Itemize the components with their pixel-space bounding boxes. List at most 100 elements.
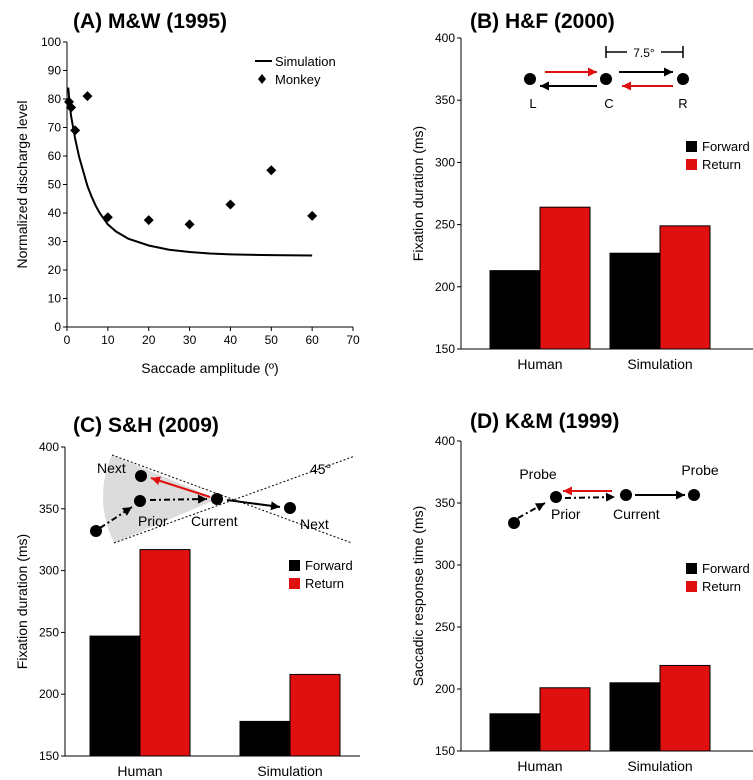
- panel-a-monkey-point: [143, 215, 154, 226]
- panel-a-x-tick-label: 30: [183, 333, 197, 347]
- inset-b-red-arrow-lc-head: [588, 67, 597, 77]
- panel-c-y-tick-label: 350: [39, 502, 59, 516]
- inset-d-dot-start: [508, 517, 520, 529]
- panel-d-y-tick-label: 350: [435, 496, 455, 510]
- panel-a-y-tick-label: 50: [48, 178, 62, 192]
- inset-d-red-arrow-head: [563, 486, 572, 496]
- panel-c-legend-return: Return: [305, 576, 344, 591]
- panel-c-legend-forward-swatch: [289, 560, 300, 571]
- inset-c-dashed-arrow-prior-current-shaft: [149, 498, 208, 501]
- panel-b-bar-return: [539, 206, 591, 350]
- panel-c-category-label: Human: [117, 763, 162, 779]
- panel-b-y-tick-label: 200: [435, 280, 455, 294]
- panel-d-category-label: Human: [517, 758, 562, 774]
- panel-b-y-tick-label: 300: [435, 155, 455, 169]
- inset-c-dashed-arrow-prior-current-head: [197, 494, 207, 504]
- panel-b-bar-return: [659, 225, 711, 350]
- panel-d-y-axis-label: Saccadic response time (ms): [410, 506, 426, 687]
- panel-b-bar-forward: [609, 252, 661, 350]
- panel-b-y-tick-label: 350: [435, 93, 455, 107]
- panel-a-simulation-line: [67, 87, 313, 257]
- panel-d-bar-forward: [609, 682, 661, 752]
- panel-a-y-tick-label: 70: [48, 121, 62, 135]
- panel-d-category-label: Simulation: [627, 758, 692, 774]
- panel-d-legend-forward: Forward: [702, 561, 750, 576]
- panel-a-y-tick-label: 30: [48, 235, 62, 249]
- panel-a-x-tick-label: 50: [265, 333, 279, 347]
- panel-d-chart: (D) K&M (1999) Probe Probe Prior Current 15…: [410, 410, 753, 774]
- panel-c-category-label: Simulation: [257, 763, 322, 779]
- panel-b-chart: (B) H&F (2000) 7.5° L C R 150 200 250 300 350 40…: [410, 10, 753, 372]
- panel-a-legend-diamond-swatch: [258, 74, 266, 84]
- panel-a-x-tick-label: 10: [101, 333, 115, 347]
- inset-c-label-angle: 45°: [310, 461, 331, 477]
- panel-a-x-tick-label: 0: [64, 333, 71, 347]
- panel-b-legend-return-swatch: [686, 159, 697, 170]
- inset-c-red-arrow-head: [151, 476, 161, 486]
- inset-d-dot-current: [620, 489, 632, 501]
- panel-a-y-tick-label: 40: [48, 206, 62, 220]
- inset-b-scale-label-bg: [627, 46, 661, 60]
- inset-d-dashed-arrow-start-prior-shaft: [517, 502, 546, 519]
- panel-a-monkey-point: [225, 199, 236, 210]
- panel-d-title: (D) K&M (1999): [470, 410, 619, 433]
- panel-c-y-tick-label: 200: [39, 687, 59, 701]
- panel-d-inset: Probe Probe Prior Current: [508, 462, 719, 529]
- panel-a-monkey-point: [184, 219, 195, 230]
- panel-b-y-tick-label: 400: [435, 31, 455, 45]
- inset-d-label-probe-left: Probe: [519, 466, 557, 482]
- panel-c-y-tick-label: 250: [39, 625, 59, 639]
- panel-a-x-tick-label: 60: [305, 333, 319, 347]
- inset-c-label-prior: Prior: [138, 513, 168, 529]
- inset-b-label-center: C: [604, 96, 613, 111]
- inset-c-red-arrow-shaft: [150, 477, 211, 498]
- inset-c-dotted-line-1: [111, 454, 353, 544]
- panel-c-y-tick-label: 400: [39, 440, 59, 454]
- inset-d-black-arrow-current-probe-head: [676, 490, 685, 500]
- panel-a-y-tick-label: 60: [48, 149, 62, 163]
- panel-d-legend-forward-swatch: [686, 563, 697, 574]
- panel-c-title: (C) S&H (2009): [73, 414, 219, 437]
- panel-c-bar-return: [289, 673, 341, 757]
- panel-a-y-tick-label: 0: [54, 320, 61, 334]
- inset-c-label-current: Current: [191, 513, 238, 529]
- inset-b-dot-left: [524, 73, 536, 85]
- panel-d-y-tick-label: 200: [435, 682, 455, 696]
- panel-a-monkey-point: [307, 210, 318, 221]
- panel-a-y-axis-label: Normalized discharge level: [14, 100, 30, 268]
- inset-d-label-prior: Prior: [551, 506, 581, 522]
- inset-c-dot-next-right: [284, 502, 296, 514]
- panel-c-y-tick-label: 150: [39, 749, 59, 763]
- panel-b-y-axis-label: Fixation duration (ms): [410, 126, 426, 261]
- panel-a-legend-simulation: Simulation: [275, 54, 336, 69]
- inset-d-label-probe-right: Probe: [681, 462, 719, 478]
- panel-a-y-tick-label: 90: [48, 64, 62, 78]
- inset-d-dashed-arrow-prior-current-head: [605, 492, 615, 502]
- inset-b-dot-center: [600, 73, 612, 85]
- panel-d-y-tick-label: 250: [435, 620, 455, 634]
- inset-b-black-arrow-cr-head: [664, 67, 673, 77]
- inset-b-dot-right: [677, 73, 689, 85]
- panel-a-monkey-point: [70, 125, 81, 136]
- panel-d-y-tick-label: 150: [435, 744, 455, 758]
- panel-a-y-tick-label: 10: [48, 292, 62, 306]
- panel-c-chart: (C) S&H (2009) Next Prior Current Next 45° 1…: [14, 414, 360, 779]
- panel-c-bar-return: [139, 549, 191, 757]
- inset-d-label-current: Current: [613, 506, 660, 522]
- panel-b-category-label: Simulation: [627, 356, 692, 372]
- panel-a-legend-monkey: Monkey: [275, 72, 321, 87]
- panel-a-y-tick-label: 20: [48, 263, 62, 277]
- panel-a-monkey-point: [66, 102, 77, 113]
- panel-a-y-tick-label: 80: [48, 92, 62, 106]
- inset-b-angle-label: 7.5°: [633, 46, 655, 60]
- inset-c-dot-next-top: [135, 470, 147, 482]
- panel-a-title: (A) M&W (1995): [73, 10, 227, 33]
- panel-b-legend-forward: Forward: [702, 139, 750, 154]
- panel-d-y-tick-label: 400: [435, 434, 455, 448]
- panel-b-y-tick-label: 250: [435, 218, 455, 232]
- inset-c-label-next-right: Next: [300, 516, 329, 532]
- panel-a-x-tick-label: 70: [346, 333, 360, 347]
- panel-b-category-label: Human: [517, 356, 562, 372]
- panel-b-title: (B) H&F (2000): [470, 10, 615, 33]
- panel-d-y-tick-label: 300: [435, 558, 455, 572]
